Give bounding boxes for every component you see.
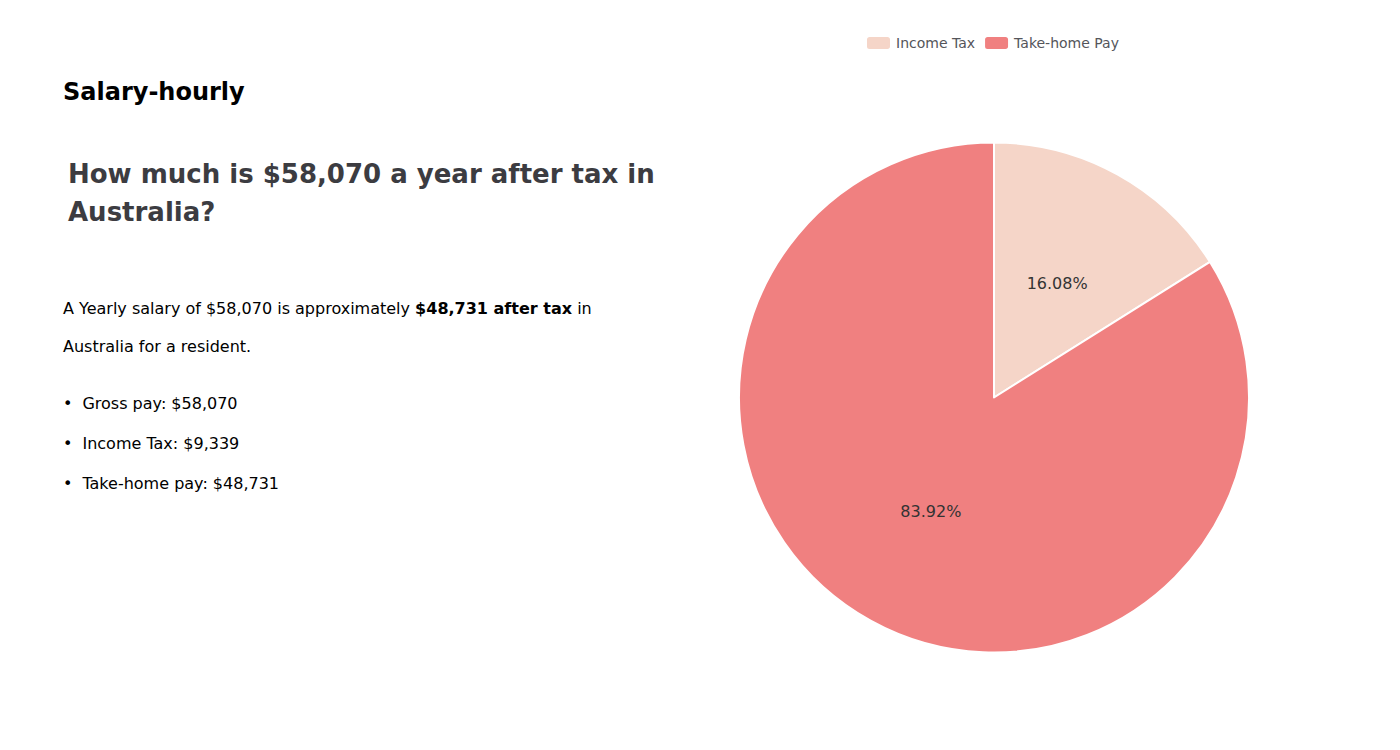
svg-text:A Yearly salary of $58,070 is: A Yearly salary of $58,070 is approximat… — [63, 299, 415, 318]
svg-text:Gross pay: $58,070: Gross pay: $58,070 — [82, 394, 237, 413]
svg-text:Australia?: Australia? — [68, 197, 215, 227]
svg-text:in: in — [572, 299, 592, 318]
svg-text:83.92%: 83.92% — [900, 502, 961, 521]
svg-text:16.08%: 16.08% — [1027, 274, 1088, 293]
svg-text:Australia for a resident.: Australia for a resident. — [63, 337, 251, 356]
svg-text:Take-home Pay: Take-home Pay — [1013, 35, 1119, 51]
svg-text:S: S — [63, 78, 80, 106]
svg-text:alary-hourly: alary-hourly — [80, 78, 245, 106]
svg-text:$48,731 after tax: $48,731 after tax — [415, 299, 573, 318]
svg-text:•: • — [63, 394, 72, 413]
svg-text:•: • — [63, 474, 72, 493]
svg-text:Income Tax: Income Tax — [896, 35, 975, 51]
svg-text:How much is $58,070 a year aft: How much is $58,070 a year after tax in — [68, 159, 655, 189]
svg-text:Take-home pay: $48,731: Take-home pay: $48,731 — [81, 474, 279, 493]
svg-text:Income Tax: $9,339: Income Tax: $9,339 — [82, 434, 239, 453]
svg-text:•: • — [63, 434, 72, 453]
